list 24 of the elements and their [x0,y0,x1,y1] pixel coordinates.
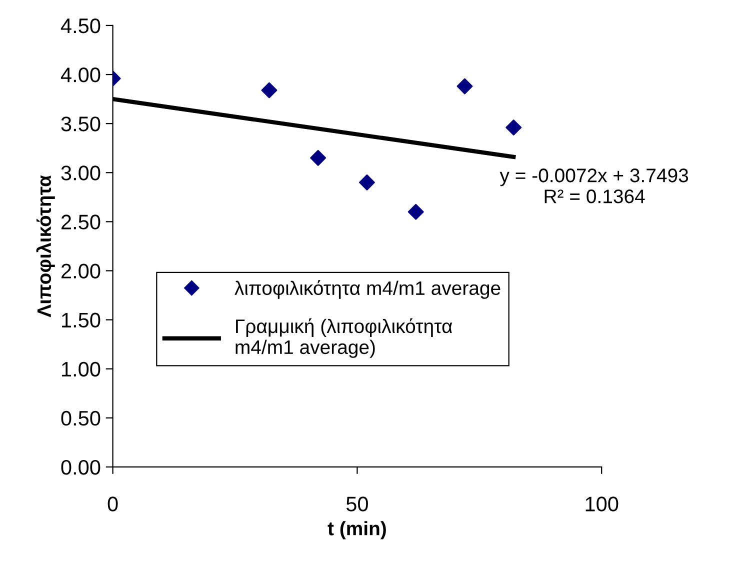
x-axis-title: t (min) [328,521,386,540]
y-tick-label: 0.00 [61,460,100,475]
y-tick-label: 3.50 [61,116,100,132]
y-tick-label: 3.00 [61,166,100,180]
legend-label: λιποφιλικότητα m4/m1 average [234,280,500,299]
point [456,78,473,94]
x-tick-label: 0 [108,496,118,512]
y-tick-label: 2.50 [62,214,100,230]
y-tick-label: 2.00 [62,264,100,278]
x-tick-label: 50 [346,496,368,512]
y-tick-label: 1.50 [62,312,100,328]
point [408,204,424,220]
point [310,150,326,166]
point [506,120,522,136]
y-tick-label: 4.50 [60,18,100,34]
point [261,82,278,98]
legend-label: Γραμμική (λιποφιλικότητα m4/m1 average) [236,318,452,358]
x-tick-label: 100 [586,496,618,512]
y-tick-label: 4.00 [60,68,100,82]
annotation: y = -0.0072x + 3.7493 R² = 0.1364 [500,168,688,204]
point [359,174,375,190]
y-axis-title: Λιποφιλικότητα [36,175,55,318]
y-tick-label: 1.00 [62,362,100,377]
y-tick-label: 0.50 [61,410,100,426]
